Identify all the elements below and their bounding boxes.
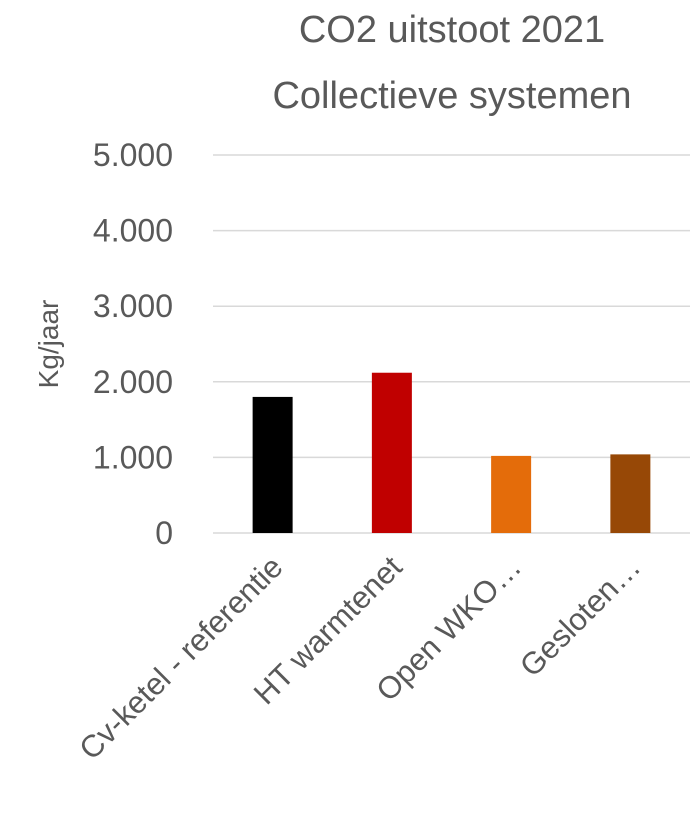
chart-title: CO2 uitstoot 2021 Collectieve systemen bbox=[272, 9, 631, 117]
y-tick-label: 2.000 bbox=[93, 364, 173, 400]
chart-title-line-1: CO2 uitstoot 2021 bbox=[299, 9, 605, 51]
y-tick-label: 3.000 bbox=[93, 288, 173, 324]
y-axis-label: Kg/jaar bbox=[33, 300, 64, 389]
y-tick-label: 5.000 bbox=[93, 137, 173, 173]
chart-title-line-2: Collectieve systemen bbox=[272, 75, 631, 117]
bar bbox=[610, 454, 651, 533]
y-tick-label: 4.000 bbox=[93, 213, 173, 249]
bars bbox=[252, 372, 651, 533]
bar bbox=[371, 372, 412, 533]
x-tick-label: Gesloten… bbox=[513, 549, 647, 683]
x-tick-label: Cv-ketel - referentie bbox=[72, 549, 289, 766]
bar bbox=[252, 396, 293, 533]
bar bbox=[491, 455, 532, 533]
y-tick-label: 0 bbox=[155, 515, 173, 551]
y-tick-label: 1.000 bbox=[93, 439, 173, 475]
y-tick-labels: 0 1.000 2.000 3.000 4.000 5.000 bbox=[93, 137, 173, 551]
